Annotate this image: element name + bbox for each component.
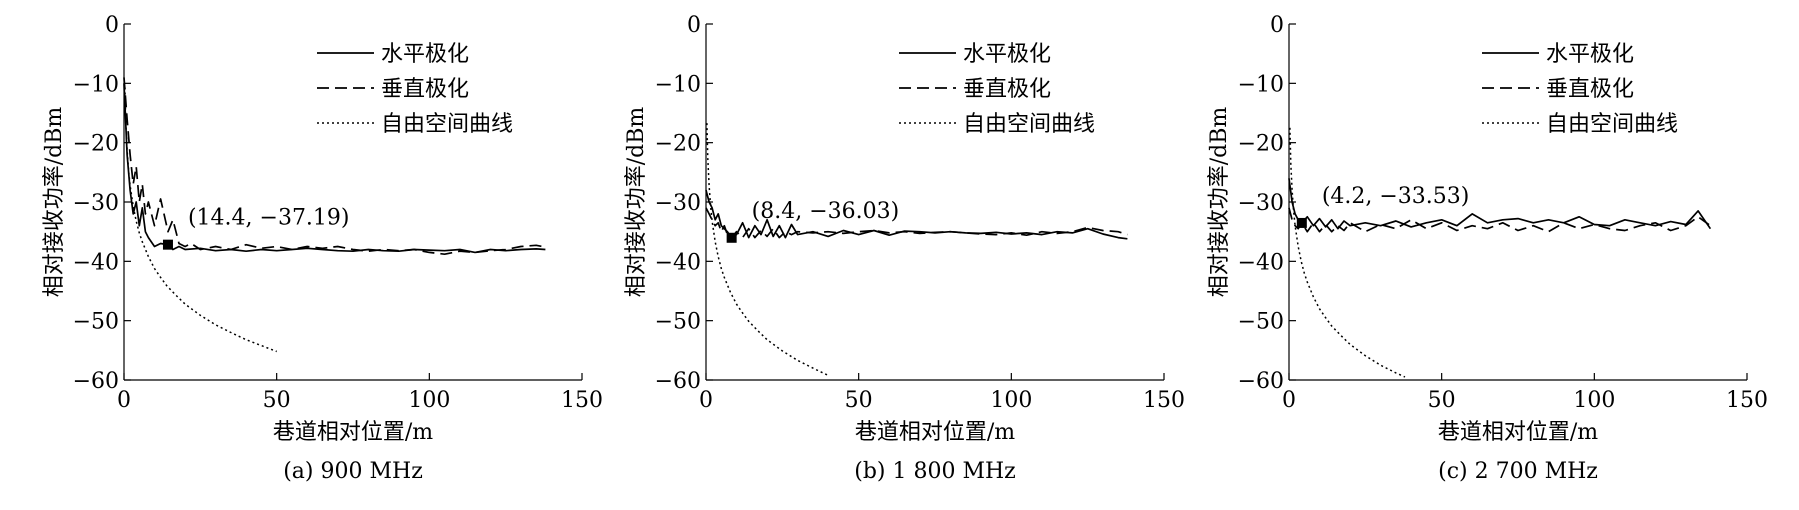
panel-caption: (a) 900 MHz: [283, 459, 423, 484]
series-horizontal-line: [123, 83, 546, 254]
x-tick-label: 150: [561, 388, 603, 413]
x-tick-label: 150: [1726, 388, 1768, 413]
panel-caption: (b) 1 800 MHz: [854, 459, 1016, 484]
annotation-label: (4.2, −33.53): [1322, 184, 1470, 209]
y-tick-label: −60: [655, 369, 701, 394]
annotation-label: (14.4, −37.19): [188, 206, 350, 231]
legend-label: 垂直极化: [1546, 77, 1634, 102]
x-tick-label: 100: [1573, 388, 1615, 413]
y-tick-label: −20: [655, 132, 701, 157]
y-tick-label: −40: [1238, 250, 1284, 275]
y-tick-label: 0: [687, 13, 701, 38]
y-axis-title: 相对接收功率/dBm: [42, 107, 67, 298]
legend-label: 自由空间曲线: [963, 112, 1095, 137]
series-free-space-line: [1289, 127, 1406, 378]
annotation-marker: [726, 232, 737, 243]
legend-label: 自由空间曲线: [381, 112, 513, 137]
series-free-space-line: [706, 123, 829, 376]
x-tick-label: 50: [845, 388, 873, 413]
y-tick-label: −60: [73, 369, 119, 394]
chart-panel-1: 0 50 100 150 0 −10 −20 −30 −40 −50 −60 巷道相对位置/m 相对接收…: [42, 13, 603, 484]
series-free-space-line: [124, 87, 277, 353]
x-tick-label: 50: [1428, 388, 1456, 413]
x-tick-label: 0: [699, 388, 713, 413]
x-tick-label: 100: [408, 388, 450, 413]
y-tick-label: −20: [1238, 132, 1284, 157]
x-tick-label: 100: [990, 388, 1032, 413]
y-tick-label: −50: [1238, 310, 1284, 335]
y-tick-label: −10: [1238, 72, 1284, 97]
legend-label: 垂直极化: [963, 77, 1051, 102]
y-tick-label: −30: [1238, 191, 1284, 216]
y-axis-title: 相对接收功率/dBm: [624, 107, 649, 298]
x-axis-title: 巷道相对位置/m: [855, 420, 1015, 445]
series-vertical-line: [705, 207, 1128, 239]
y-tick-label: −30: [655, 191, 701, 216]
y-tick-label: −30: [73, 191, 119, 216]
series-vertical-line: [1288, 207, 1711, 233]
y-tick-label: −10: [73, 72, 119, 97]
y-tick-label: −40: [655, 250, 701, 275]
chart-panel-2: 0 50 100 150 0 −10 −20 −30 −40 −50 −60 巷道相对位置/m 相对接收…: [624, 13, 1185, 484]
annotation-label: (8.4, −36.03): [752, 199, 900, 224]
x-tick-label: 150: [1143, 388, 1185, 413]
y-tick-label: −40: [73, 250, 119, 275]
y-axis-title: 相对接收功率/dBm: [1207, 107, 1232, 298]
legend-label: 水平极化: [381, 42, 469, 67]
panel-caption: (c) 2 700 MHz: [1438, 459, 1598, 484]
series-vertical-line: [123, 77, 546, 256]
y-tick-label: −10: [655, 72, 701, 97]
x-axis-title: 巷道相对位置/m: [273, 420, 433, 445]
x-tick-label: 50: [263, 388, 291, 413]
x-tick-label: 0: [1282, 388, 1296, 413]
y-tick-label: 0: [105, 13, 119, 38]
legend-label: 垂直极化: [381, 77, 469, 102]
y-tick-label: −50: [655, 310, 701, 335]
annotation-marker: [162, 239, 173, 250]
x-axis-title: 巷道相对位置/m: [1438, 420, 1598, 445]
chart-panel-3: 0 50 100 150 0 −10 −20 −30 −40 −50 −60 巷道相对位置/m 相对接收…: [1207, 13, 1768, 484]
legend-label: 水平极化: [1546, 42, 1634, 67]
y-tick-label: −50: [73, 310, 119, 335]
legend-label: 水平极化: [963, 42, 1051, 67]
y-tick-label: 0: [1270, 13, 1284, 38]
y-tick-label: −60: [1238, 369, 1284, 394]
series-horizontal-line: [1288, 178, 1712, 230]
y-tick-label: −20: [73, 132, 119, 157]
legend-label: 自由空间曲线: [1546, 112, 1678, 137]
annotation-marker: [1296, 217, 1307, 228]
x-tick-label: 0: [117, 388, 131, 413]
